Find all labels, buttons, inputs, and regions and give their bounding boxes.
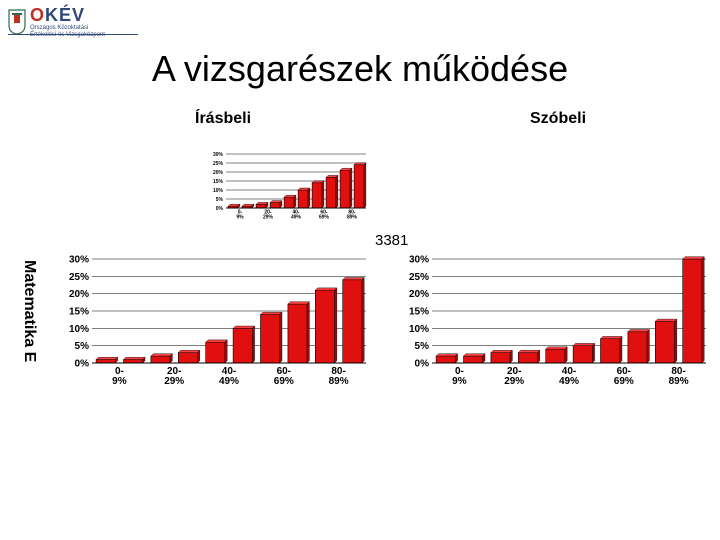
svg-text:9%: 9% xyxy=(452,376,467,387)
svg-text:29%: 29% xyxy=(504,376,524,387)
svg-text:49%: 49% xyxy=(219,376,239,387)
svg-text:29%: 29% xyxy=(164,376,184,387)
logo-first-letter: O xyxy=(30,5,45,25)
page-title: A vizsgarészek működése xyxy=(0,48,720,90)
col-heading-left: Írásbeli xyxy=(195,110,251,128)
col-heading-right: Szóbeli xyxy=(530,110,586,128)
logo-sub2: Értékelési és Vizsgaközpont xyxy=(30,32,105,38)
svg-text:15%: 15% xyxy=(409,307,429,318)
svg-text:89%: 89% xyxy=(329,376,349,387)
row-label: Matematika E xyxy=(20,260,38,362)
svg-text:49%: 49% xyxy=(559,376,579,387)
svg-text:25%: 25% xyxy=(409,272,429,283)
svg-text:9%: 9% xyxy=(236,215,244,221)
crest-icon xyxy=(8,9,26,35)
logo-rest: KÉV xyxy=(45,5,85,25)
svg-text:69%: 69% xyxy=(319,215,330,221)
logo-sub1: Országos Közoktatási xyxy=(30,25,105,31)
svg-text:69%: 69% xyxy=(274,376,294,387)
right-chart: 0%5%10%15%20%25%30%0-9%20-29%40-49%60-69… xyxy=(400,255,710,387)
svg-text:20%: 20% xyxy=(213,170,224,176)
svg-text:10%: 10% xyxy=(409,324,429,335)
svg-text:69%: 69% xyxy=(614,376,634,387)
mini-chart: 0%5%10%15%20%25%30%0-9%20-29%40-49%60-69… xyxy=(210,150,370,220)
svg-text:25%: 25% xyxy=(213,161,224,167)
svg-text:0%: 0% xyxy=(216,206,224,212)
left-chart: 0%5%10%15%20%25%30%0-9%20-29%40-49%60-69… xyxy=(60,255,370,387)
svg-text:30%: 30% xyxy=(213,152,224,158)
logo-main: OKÉV xyxy=(30,6,105,24)
svg-text:20%: 20% xyxy=(409,289,429,300)
svg-text:89%: 89% xyxy=(347,215,358,221)
svg-text:5%: 5% xyxy=(216,197,224,203)
svg-text:25%: 25% xyxy=(69,272,89,283)
svg-text:10%: 10% xyxy=(213,188,224,194)
svg-text:15%: 15% xyxy=(213,179,224,185)
svg-text:30%: 30% xyxy=(409,255,429,266)
svg-text:20%: 20% xyxy=(69,289,89,300)
svg-text:89%: 89% xyxy=(669,376,689,387)
svg-text:5%: 5% xyxy=(75,341,90,352)
count-label: 3381 xyxy=(375,232,408,249)
logo-underline xyxy=(8,34,138,35)
svg-text:30%: 30% xyxy=(69,255,89,266)
svg-text:10%: 10% xyxy=(69,324,89,335)
svg-text:49%: 49% xyxy=(291,215,302,221)
svg-text:0%: 0% xyxy=(415,359,430,370)
svg-text:5%: 5% xyxy=(415,341,430,352)
svg-text:9%: 9% xyxy=(112,376,127,387)
svg-text:15%: 15% xyxy=(69,307,89,318)
svg-text:29%: 29% xyxy=(263,215,274,221)
svg-text:0%: 0% xyxy=(75,359,90,370)
